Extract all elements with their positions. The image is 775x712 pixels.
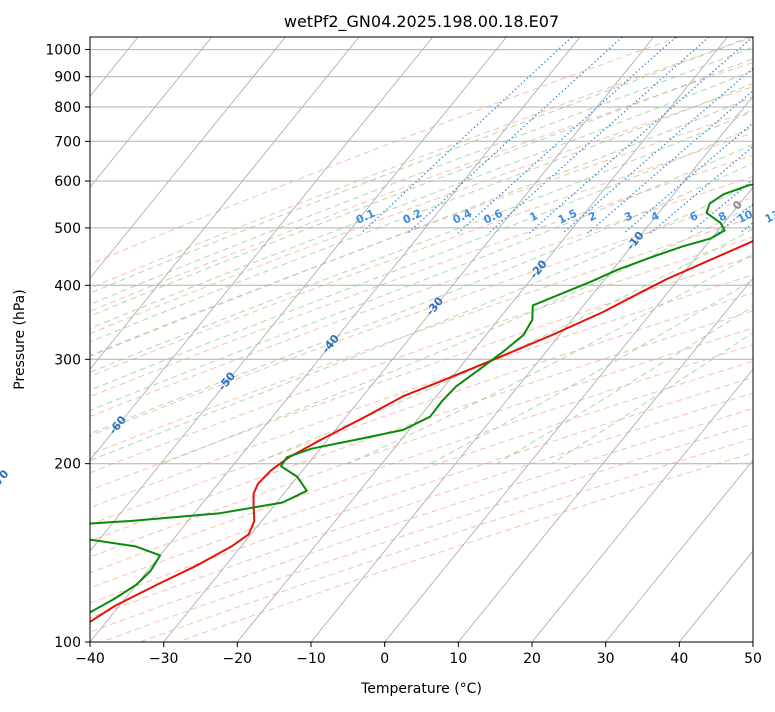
isotherm: [237, 37, 727, 642]
mixing-ratio-line: [458, 37, 676, 233]
y-tick-label: 700: [54, 134, 81, 150]
mixing-ratio-label: 6: [688, 209, 701, 224]
dry-adiabat: [0, 37, 775, 642]
dry-adiabat: [0, 37, 775, 642]
isotherm-label: -30: [424, 294, 447, 318]
dry-adiabat: [63, 37, 775, 642]
dry-adiabat: [0, 37, 775, 642]
x-tick-label: −30: [149, 651, 179, 667]
mixing-ratio-line: [651, 37, 775, 233]
isotherm-label: -50: [216, 369, 239, 393]
mixing-ratio-line: [529, 37, 752, 233]
x-axis: −40 −30 −20 −10 0 10 20 30 40 50: [75, 642, 762, 667]
y-tick-label: 400: [54, 278, 81, 294]
dry-adiabat: [0, 37, 775, 642]
mixing-ratio-label: 2: [586, 209, 598, 224]
dry-adiabat: [0, 37, 775, 642]
mixing-ratio-label: 0.6: [482, 207, 505, 227]
dry-adiabat: [0, 37, 775, 642]
line-labels: -100-90-80-70-60-50-40-30-20-10010203040…: [0, 63, 775, 620]
y-tick-label: 1000: [45, 43, 81, 59]
isotherm-label: -60: [106, 413, 129, 437]
mixing-ratio-line: [768, 37, 775, 233]
dry-adiabat: [0, 37, 775, 642]
isotherm: [0, 37, 359, 642]
chart-title: wetPf2_GN04.2025.198.00.18.E07: [284, 12, 559, 32]
y-tick-label: 200: [54, 457, 81, 473]
x-tick-label: 10: [449, 651, 467, 667]
isotherm: [0, 37, 64, 642]
mixing-ratio-label: 1: [528, 209, 540, 224]
y-tick-label: 500: [54, 221, 81, 237]
dry-adiabat: [0, 37, 775, 642]
dry-adiabat: [0, 37, 775, 642]
dry-adiabat: [0, 37, 775, 642]
x-tick-label: −40: [75, 651, 105, 667]
x-tick-label: 50: [744, 651, 762, 667]
x-tick-label: −20: [223, 651, 253, 667]
isotherm: [0, 37, 285, 642]
mixing-ratio-line: [361, 37, 572, 233]
isotherm: [753, 37, 775, 642]
moist-adiabat: [0, 37, 775, 464]
background-lines: [0, 37, 775, 642]
dry-adiabat: [0, 37, 775, 642]
mixing-ratio-label: 0.4: [451, 207, 474, 227]
dry-adiabat: [0, 37, 775, 642]
dry-adiabat: [0, 37, 775, 642]
x-tick-label: 20: [523, 651, 541, 667]
dry-adiabat: [0, 37, 775, 642]
dry-adiabat: [0, 37, 775, 642]
y-tick-label: 900: [54, 70, 81, 86]
isotherm-label: -70: [0, 467, 12, 491]
isobar-grid: [90, 50, 753, 642]
dewpoint-line: [27, 46, 775, 642]
dry-adiabat: [178, 37, 775, 642]
isotherm: [606, 37, 775, 642]
y-axis: 1000 900 800 700 600 500 400 300 200 100: [45, 43, 90, 651]
mixing-ratio-label: 13: [763, 208, 775, 226]
y-axis-label: Pressure (hPa): [12, 289, 28, 389]
x-axis-label: Temperature (°C): [360, 681, 482, 697]
x-tick-label: 30: [597, 651, 615, 667]
temperature-line: [59, 45, 775, 643]
mixing-ratio-line: [408, 37, 622, 233]
profile-series: [27, 45, 775, 643]
y-tick-label: 600: [54, 174, 81, 190]
mixing-ratio-line: [563, 37, 775, 233]
x-tick-label: 40: [670, 651, 688, 667]
y-tick-label: 800: [54, 100, 81, 116]
y-tick-label: 100: [54, 635, 81, 651]
mixing-ratio-label: 0.2: [401, 207, 424, 227]
dry-adiabat: [0, 37, 775, 642]
y-tick-label: 300: [54, 352, 81, 368]
x-tick-label: −10: [296, 651, 326, 667]
dry-adiabat: [0, 37, 775, 642]
x-tick-label: 0: [380, 651, 389, 667]
dry-adiabat: [102, 37, 775, 642]
